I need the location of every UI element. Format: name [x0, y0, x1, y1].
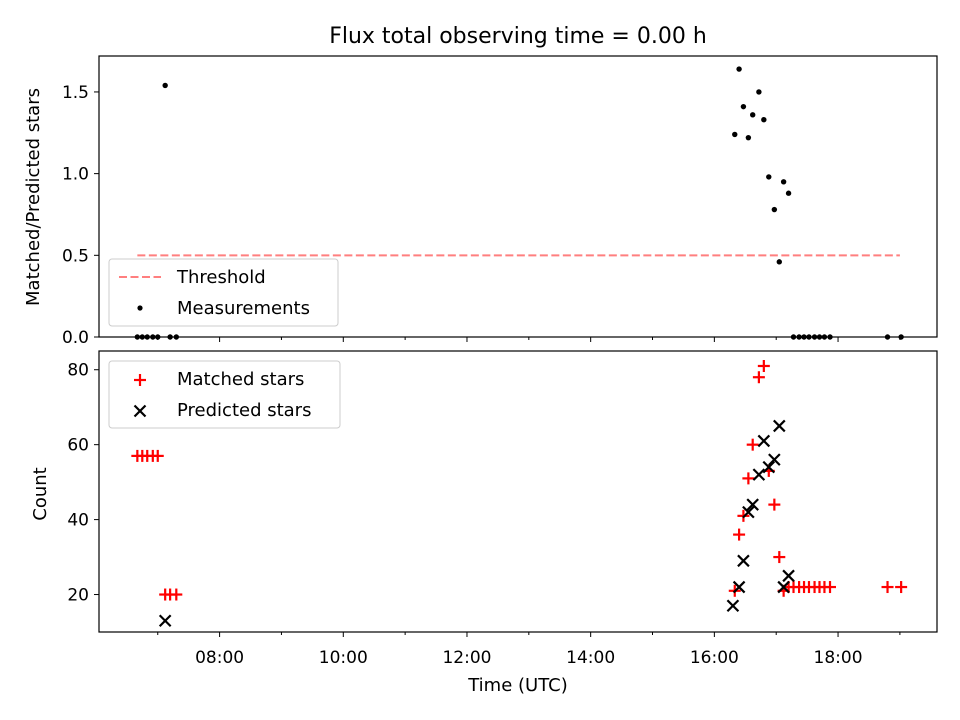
measurement-point — [761, 117, 767, 123]
predicted-star-point — [737, 554, 750, 568]
count-y-tick-label: 80 — [67, 361, 89, 381]
x-tick-label: 08:00 — [195, 648, 244, 668]
predicted-star-stroke-b — [782, 569, 795, 583]
measurement-point — [745, 134, 752, 141]
matched-star-point — [881, 581, 894, 594]
x-tick-label: 10:00 — [319, 648, 368, 668]
matched-star-point — [757, 359, 770, 372]
ratio-legend-box — [108, 258, 339, 327]
predicted-star-point — [768, 453, 781, 466]
count-panel-frame — [98, 350, 938, 633]
measurement-point — [740, 103, 747, 110]
matched-star-point — [742, 472, 755, 485]
x-tick-label: 16:00 — [690, 648, 739, 668]
predicted-star-point — [757, 434, 771, 448]
predicted-star-point — [158, 614, 172, 628]
count-y-axis-label: Count — [30, 467, 51, 520]
count-y-ticks: 20 40 60 80 — [67, 361, 99, 606]
measurement-point — [766, 174, 772, 180]
ratio-y-tick-label: 1.0 — [62, 165, 89, 185]
predicted-star-stroke-b — [746, 498, 759, 511]
ratio-y-tick-label: 1.5 — [62, 83, 89, 103]
predicted-star-stroke-b — [768, 453, 781, 466]
count-x-ticks: 08:00 10:00 12:00 14:00 16:00 18:00 — [157, 632, 901, 668]
predicted-star-stroke-b — [742, 505, 755, 519]
predicted-star-point — [732, 580, 746, 594]
chart-title: Flux total observing time = 0.00 h — [329, 24, 707, 49]
measurement-point — [732, 131, 738, 138]
measurements-legend-swatch — [137, 305, 143, 311]
predicted-star-stroke-b — [757, 434, 771, 448]
matched-stars-legend-label: Matched stars — [177, 369, 304, 390]
predicted-stars-legend-swatch — [133, 404, 147, 418]
measurements-legend-label: Measurements — [177, 298, 310, 319]
x-tick-label: 12:00 — [442, 648, 491, 668]
matched-star-point — [824, 581, 837, 594]
matched-star-point — [773, 551, 786, 564]
ratio-y-tick-label: 0.5 — [62, 246, 89, 266]
predicted-star-stroke-b — [752, 468, 766, 481]
predicted-star-stroke-b — [732, 580, 746, 594]
count-y-tick-label: 40 — [67, 511, 89, 531]
count-y-tick-label: 20 — [67, 586, 89, 606]
predicted-star-point — [782, 569, 795, 583]
predicted-star-point — [742, 505, 755, 519]
predicted-star-stroke-b — [158, 614, 172, 628]
measurement-point — [750, 112, 756, 118]
measurement-point — [780, 179, 787, 185]
ratio-panel: 0.0 0.5 1.0 1.5 Matched/Predicted stars Thr… — [23, 55, 938, 348]
ratio-y-ticks: 0.0 0.5 1.0 1.5 — [62, 83, 99, 348]
measurement-point — [776, 259, 782, 265]
predicted-star-stroke-b — [773, 419, 786, 433]
ratio-y-axis-label: Matched/Predicted stars — [23, 88, 44, 306]
matched-star-point — [752, 371, 765, 384]
measurement-point — [756, 89, 762, 95]
threshold-legend-label: Threshold — [176, 267, 266, 288]
x-tick-label: 18:00 — [814, 648, 863, 668]
matched-stars-legend-swatch — [134, 374, 146, 386]
count-y-tick-label: 60 — [67, 436, 89, 456]
predicted-star-point — [773, 419, 786, 433]
matched-star-point — [733, 528, 746, 541]
matched-star-point — [151, 449, 164, 462]
predicted-star-point — [746, 498, 759, 511]
measurement-point — [771, 206, 778, 213]
matched-star-point — [768, 498, 781, 511]
count-legend-box — [108, 360, 341, 429]
predicted-star-point — [762, 460, 776, 474]
matched-star-point — [746, 438, 759, 451]
predicted-stars-legend-label: Predicted stars — [177, 400, 311, 421]
ratio-panel-frame — [98, 55, 938, 338]
measurement-point — [736, 66, 742, 72]
ratio-legend: Threshold Measurements — [108, 258, 339, 327]
ratio-y-tick-label: 0.0 — [62, 328, 89, 348]
x-axis-label: Time (UTC) — [467, 675, 568, 696]
predicted-stars-layer — [158, 419, 795, 628]
predicted-star-stroke-b — [726, 599, 740, 613]
matched-star-point — [170, 588, 183, 601]
measurement-point — [785, 190, 792, 196]
predicted-star-point — [752, 468, 766, 481]
matched-star-point — [895, 581, 908, 594]
count-legend: Matched stars Predicted stars — [108, 360, 341, 429]
predicted-star-stroke-b — [737, 554, 750, 568]
x-tick-label: 14:00 — [566, 648, 615, 668]
predicted-star-point — [726, 599, 740, 613]
ratio-x-ticks — [157, 337, 901, 342]
measurement-point — [162, 82, 168, 89]
predicted-star-stroke-b — [762, 460, 776, 474]
predicted-star-stroke-b — [777, 580, 790, 594]
predicted-star-point — [777, 580, 790, 594]
